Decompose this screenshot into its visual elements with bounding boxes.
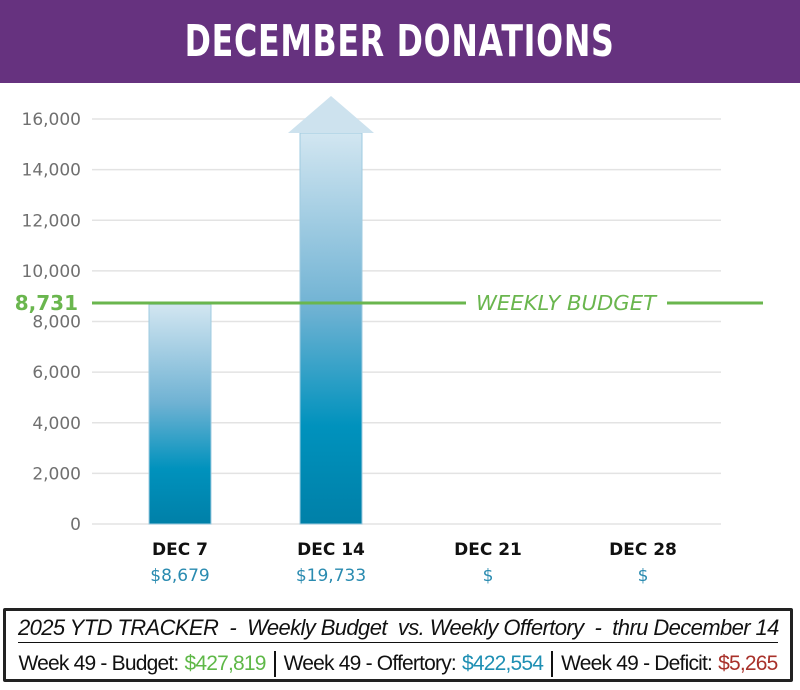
y-tick-label: 0 <box>70 515 81 535</box>
x-category-value: $ <box>638 566 649 586</box>
y-axis-ticks: 0 2,000 4,000 6,000 8,000 10,000 12,000 14,000 1… <box>22 110 81 535</box>
header-banner: DECEMBER DONATIONS <box>0 0 800 83</box>
y-tick-label: 2,000 <box>32 464 81 484</box>
overflow-arrow-icon <box>288 96 374 133</box>
stat-offertory-value: $422,554 <box>461 652 544 675</box>
x-category-value: $19,733 <box>296 566 366 586</box>
x-category-label: DEC 7 <box>152 540 208 560</box>
y-tick-label: 8,000 <box>32 313 81 333</box>
stat-deficit-value: $5,265 <box>718 652 778 675</box>
bar-chart: 0 2,000 4,000 6,000 8,000 10,000 12,000 14,000 1… <box>15 96 763 586</box>
budget-value-label: 8,731 <box>15 291 78 315</box>
stat-offertory: Week 49 - Offertory: $422,554 <box>284 652 544 676</box>
tracker-title-sep: - <box>583 615 613 640</box>
tracker-title-main: 2025 YTD TRACKER <box>18 615 219 640</box>
stat-budget-label: Week 49 - Budget: <box>18 652 179 675</box>
x-category-value: $8,679 <box>150 566 209 586</box>
bar-dec-14 <box>299 132 363 525</box>
y-tick-label: 12,000 <box>22 211 81 231</box>
y-tick-label: 14,000 <box>22 161 81 181</box>
tracker-title: 2025 YTD TRACKER - Weekly Budget vs. Wee… <box>18 615 779 643</box>
chart-title: DECEMBER DONATIONS <box>184 16 615 67</box>
y-tick-label: 4,000 <box>32 414 81 434</box>
tracker-stats: Week 49 - Budget: $427,819 Week 49 - Off… <box>16 651 780 677</box>
y-tick-label: 10,000 <box>22 262 81 282</box>
tracker-title-date: thru December 14 <box>612 615 779 640</box>
x-category-value: $ <box>483 566 494 586</box>
divider <box>273 651 276 677</box>
x-category-label: DEC 21 <box>454 540 522 560</box>
tracker-title-sep: - <box>218 615 248 640</box>
stat-budget: Week 49 - Budget: $427,819 <box>18 652 266 676</box>
bar-dec-7 <box>148 303 212 525</box>
divider <box>551 651 554 677</box>
stat-deficit-label: Week 49 - Deficit: <box>561 652 713 675</box>
bars <box>148 96 374 525</box>
y-tick-label: 6,000 <box>32 363 81 383</box>
ytd-tracker-box: 2025 YTD TRACKER - Weekly Budget vs. Wee… <box>3 608 793 682</box>
x-axis-labels: DEC 7 $8,679 DEC 14 $19,733 DEC 21 $ DEC 28 $ <box>150 540 677 586</box>
stat-deficit: Week 49 - Deficit: $5,265 <box>561 652 778 676</box>
stat-budget-value: $427,819 <box>184 652 266 675</box>
budget-reference: 8,731 WEEKLY BUDGET <box>15 291 763 315</box>
x-category-label: DEC 14 <box>297 540 365 560</box>
x-category-label: DEC 28 <box>609 540 677 560</box>
tracker-title-compare: Weekly Budget vs. Weekly Offertory <box>247 615 584 640</box>
stat-offertory-label: Week 49 - Offertory: <box>283 652 457 675</box>
y-tick-label: 16,000 <box>22 110 81 130</box>
weekly-budget-label: WEEKLY BUDGET <box>476 291 658 315</box>
